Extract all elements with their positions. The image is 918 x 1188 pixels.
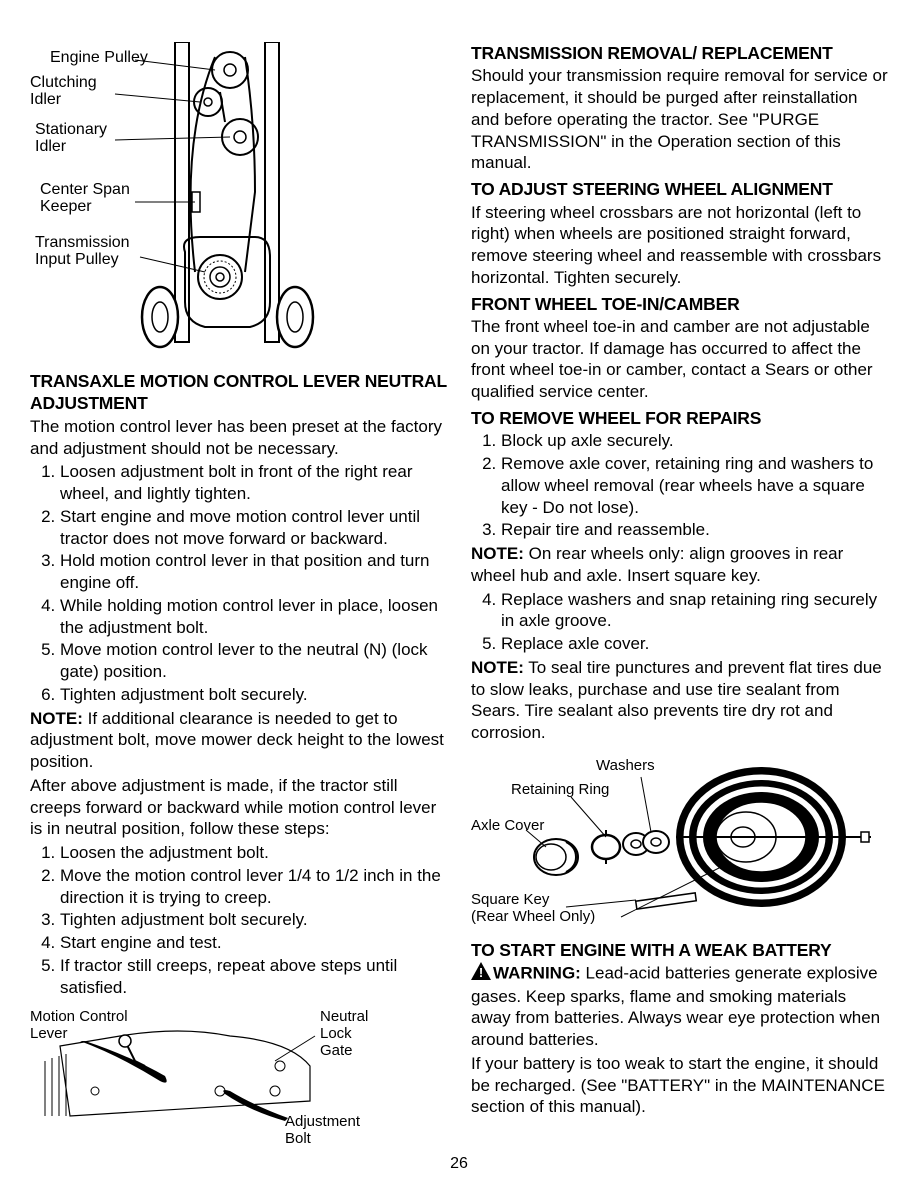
heading-toein: FRONT WHEEL TOE-IN/CAMBER xyxy=(471,293,888,315)
wheel-4: Replace washers and snap retaining ring … xyxy=(501,589,888,633)
creep-3: Tighten adjustment bolt securely. xyxy=(60,909,447,931)
note-clearance: NOTE: If additional clearance is needed … xyxy=(30,708,447,773)
nl-label1: Neutral xyxy=(320,1008,368,1025)
creep-5: If tractor still creeps, repeat above st… xyxy=(60,955,447,999)
step-6: Tighten adjustment bolt securely. xyxy=(60,684,447,706)
warning-label: WARNING: xyxy=(493,963,581,982)
step-1: Loosen adjustment bolt in front of the r… xyxy=(60,461,447,505)
wheel-1: Block up axle securely. xyxy=(501,430,888,452)
label-clutching2: Idler xyxy=(30,91,62,108)
wlabel-sqkey2: (Rear Wheel Only) xyxy=(471,908,595,925)
note-text-3: To seal tire punctures and prevent flat … xyxy=(471,658,882,742)
list-adjustment-steps: Loosen adjustment bolt in front of the r… xyxy=(30,461,447,705)
step-2: Start engine and move motion control lev… xyxy=(60,506,447,550)
pulley-diagram: Engine Pulley Clutching Idler Stationary… xyxy=(30,42,447,362)
label-trans2: Input Pulley xyxy=(35,251,119,268)
step-4: While holding motion control lever in pl… xyxy=(60,595,447,639)
step-3: Hold motion control lever in that positi… xyxy=(60,550,447,594)
heading-transaxle: TRANSAXLE MOTION CONTROL LEVER NEUTRAL A… xyxy=(30,370,447,415)
page-number: 26 xyxy=(30,1154,888,1174)
heading-remove-wheel: TO REMOVE WHEEL FOR REPAIRS xyxy=(471,407,888,429)
para-steering: If steering wheel crossbars are not hori… xyxy=(471,202,888,289)
note-rear-wheels: NOTE: On rear wheels only: align grooves… xyxy=(471,543,888,587)
label-stationary2: Idler xyxy=(35,138,67,155)
label-engine-pulley: Engine Pulley xyxy=(50,49,148,66)
para-toein: The front wheel toe-in and camber are no… xyxy=(471,316,888,403)
motion-control-diagram: Motion Control Lever Neutral Lock Gate A… xyxy=(30,1006,447,1152)
wheel-3: Repair tire and reassemble. xyxy=(501,519,888,541)
mc-label2: Lever xyxy=(30,1025,68,1042)
note-label-3: NOTE: xyxy=(471,658,524,677)
para-after-adjustment: After above adjustment is made, if the t… xyxy=(30,775,447,840)
creep-1: Loosen the adjustment bolt. xyxy=(60,842,447,864)
para-warning: ! WARNING: Lead-acid batteries generate … xyxy=(471,962,888,1051)
wheel-2: Remove axle cover, retaining ring and wa… xyxy=(501,453,888,518)
label-stationary1: Stationary xyxy=(35,121,107,138)
label-centerspan1: Center Span xyxy=(40,181,130,198)
note-tire-sealant: NOTE: To seal tire punctures and prevent… xyxy=(471,657,888,744)
label-trans1: Transmission xyxy=(35,234,130,251)
label-centerspan2: Keeper xyxy=(40,198,92,215)
para-battery-weak: If your battery is too weak to start the… xyxy=(471,1053,888,1118)
label-clutching1: Clutching xyxy=(30,74,97,91)
list-creep-steps: Loosen the adjustment bolt. Move the mot… xyxy=(30,842,447,998)
left-column: Engine Pulley Clutching Idler Stationary… xyxy=(30,42,447,1152)
note-label-2: NOTE: xyxy=(471,544,524,563)
right-column: TRANSMISSION REMOVAL/ REPLACEMENT Should… xyxy=(471,42,888,1152)
para-transmission: Should your transmission require removal… xyxy=(471,65,888,174)
wheel-5: Replace axle cover. xyxy=(501,633,888,655)
wheel-diagram: Washers Retaining Ring Axle Cover Square… xyxy=(471,752,888,933)
creep-2: Move the motion control lever 1/4 to 1/2… xyxy=(60,865,447,909)
list-remove-wheel-cont: Replace washers and snap retaining ring … xyxy=(471,589,888,655)
nl-label2: Lock xyxy=(320,1025,352,1042)
nl-label3: Gate xyxy=(320,1042,353,1059)
step-5: Move motion control lever to the neutral… xyxy=(60,639,447,683)
adj-label1: Adjustment xyxy=(285,1113,361,1130)
wlabel-sqkey1: Square Key xyxy=(471,891,550,908)
adj-label2: Bolt xyxy=(285,1130,312,1146)
note-text: If additional clearance is needed to get… xyxy=(30,709,444,772)
list-remove-wheel: Block up axle securely. Remove axle cove… xyxy=(471,430,888,541)
note-label: NOTE: xyxy=(30,709,83,728)
note-text-2: On rear wheels only: align grooves in re… xyxy=(471,544,843,585)
svg-text:!: ! xyxy=(479,965,483,980)
mc-label1: Motion Control xyxy=(30,1008,128,1025)
wlabel-washers: Washers xyxy=(596,757,655,774)
warning-icon: ! xyxy=(471,962,491,986)
heading-weak-battery: TO START ENGINE WITH A WEAK BATTERY xyxy=(471,939,888,961)
wlabel-retaining: Retaining Ring xyxy=(511,781,609,798)
para-preset: The motion control lever has been preset… xyxy=(30,416,447,460)
wlabel-axlecover: Axle Cover xyxy=(471,817,544,834)
heading-transmission-removal: TRANSMISSION REMOVAL/ REPLACEMENT xyxy=(471,42,888,64)
creep-4: Start engine and test. xyxy=(60,932,447,954)
heading-steering: TO ADJUST STEERING WHEEL ALIGNMENT xyxy=(471,178,888,200)
